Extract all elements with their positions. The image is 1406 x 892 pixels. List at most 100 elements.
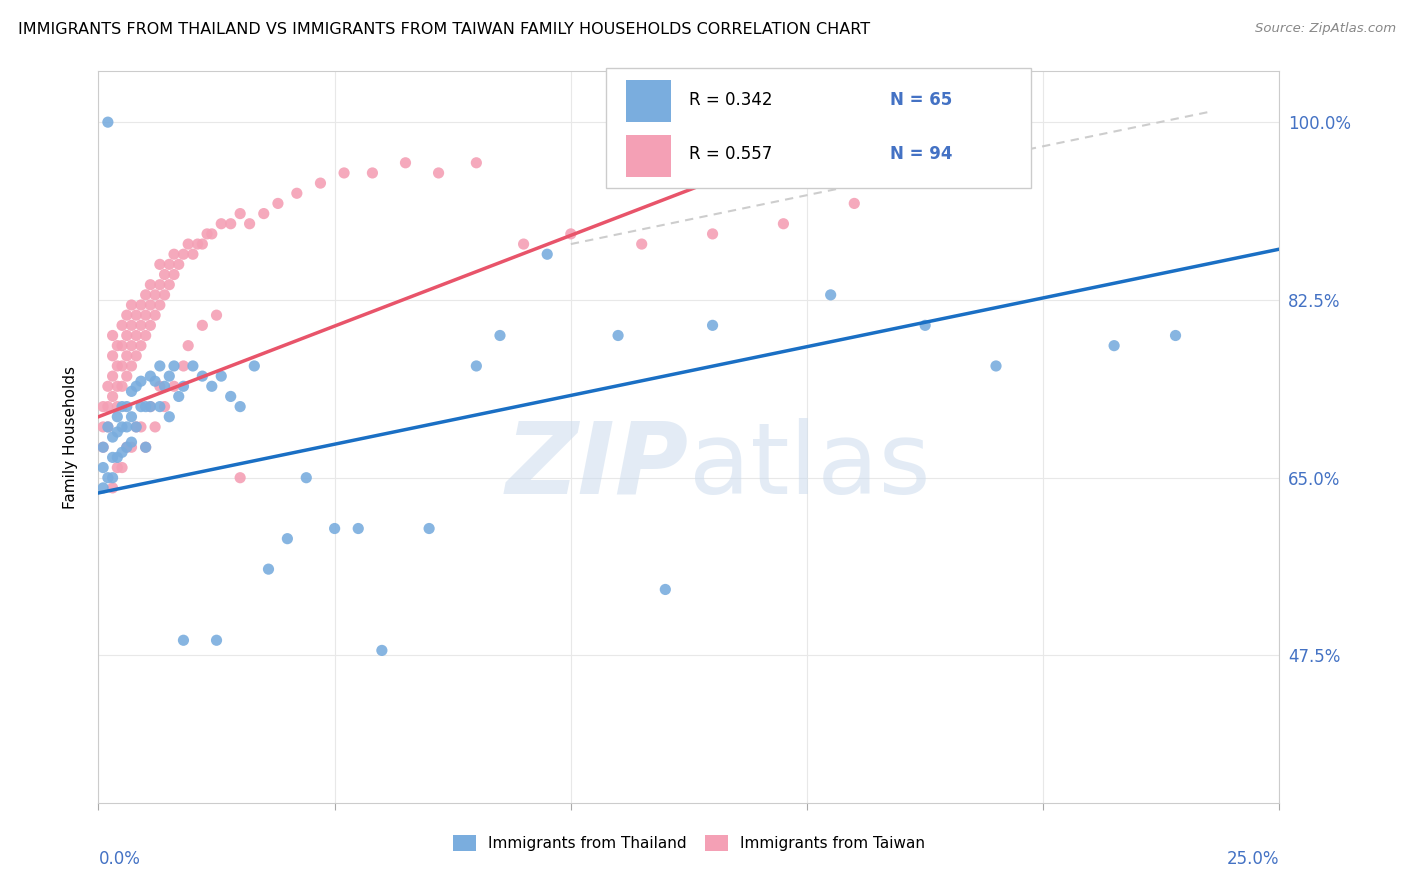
Point	[149, 298, 172, 312]
Point	[172, 379, 194, 393]
Point	[209, 369, 232, 384]
Point	[157, 277, 180, 292]
Point	[702, 318, 724, 333]
Point	[111, 359, 134, 373]
Point	[111, 318, 134, 333]
Point	[1102, 338, 1125, 352]
Point	[143, 308, 166, 322]
Point	[105, 425, 128, 439]
Point	[91, 440, 114, 454]
Point	[129, 298, 152, 312]
Point	[135, 440, 157, 454]
Point	[97, 420, 120, 434]
Point	[135, 288, 157, 302]
Point	[149, 257, 172, 271]
Text: Source: ZipAtlas.com: Source: ZipAtlas.com	[1256, 22, 1396, 36]
Point	[143, 288, 166, 302]
Point	[323, 521, 346, 535]
Point	[177, 237, 200, 252]
Point	[129, 420, 152, 434]
Point	[139, 298, 162, 312]
Point	[121, 440, 143, 454]
Text: 25.0%: 25.0%	[1227, 850, 1279, 868]
Text: R = 0.557: R = 0.557	[689, 145, 772, 163]
Point	[101, 450, 124, 465]
Point	[844, 196, 866, 211]
Text: N = 65: N = 65	[890, 91, 952, 109]
Point	[229, 206, 252, 220]
Point	[91, 460, 114, 475]
Point	[111, 379, 134, 393]
Point	[163, 359, 186, 373]
Point	[135, 440, 157, 454]
Point	[157, 369, 180, 384]
Point	[361, 166, 384, 180]
Point	[143, 374, 166, 388]
Point	[121, 435, 143, 450]
Bar	[626, 79, 671, 122]
Point	[125, 349, 148, 363]
Point	[1164, 328, 1187, 343]
Point	[219, 389, 242, 403]
Point	[111, 400, 134, 414]
Point	[219, 217, 242, 231]
Point	[172, 359, 194, 373]
Point	[153, 379, 176, 393]
Point	[201, 227, 224, 241]
Point	[229, 471, 252, 485]
Point	[149, 400, 172, 414]
Point	[191, 318, 214, 333]
Point	[465, 359, 488, 373]
Point	[91, 420, 114, 434]
Point	[135, 400, 157, 414]
Point	[121, 384, 143, 399]
Point	[121, 409, 143, 424]
Point	[129, 338, 152, 352]
Point	[157, 257, 180, 271]
Point	[239, 217, 262, 231]
FancyBboxPatch shape	[606, 68, 1032, 188]
Point	[129, 400, 152, 414]
Point	[135, 308, 157, 322]
Legend: Immigrants from Thailand, Immigrants from Taiwan: Immigrants from Thailand, Immigrants fro…	[447, 830, 931, 857]
Point	[163, 247, 186, 261]
Point	[139, 369, 162, 384]
Point	[914, 318, 936, 333]
Point	[115, 440, 138, 454]
Point	[163, 268, 186, 282]
Point	[97, 379, 120, 393]
Point	[101, 430, 124, 444]
Point	[111, 460, 134, 475]
Point	[115, 349, 138, 363]
Point	[243, 359, 266, 373]
Point	[115, 328, 138, 343]
Point	[101, 389, 124, 403]
Point	[97, 115, 120, 129]
Point	[121, 318, 143, 333]
Point	[309, 176, 332, 190]
Point	[105, 359, 128, 373]
Point	[101, 349, 124, 363]
Point	[139, 277, 162, 292]
Point	[97, 471, 120, 485]
Point	[820, 288, 842, 302]
Point	[125, 328, 148, 343]
Point	[101, 471, 124, 485]
Point	[149, 379, 172, 393]
Point	[149, 277, 172, 292]
Point	[121, 298, 143, 312]
Text: N = 94: N = 94	[890, 145, 952, 163]
Point	[105, 338, 128, 352]
Point	[139, 318, 162, 333]
Point	[105, 400, 128, 414]
Point	[97, 400, 120, 414]
Point	[115, 400, 138, 414]
Point	[105, 450, 128, 465]
Point	[153, 288, 176, 302]
Point	[772, 217, 794, 231]
Point	[163, 379, 186, 393]
Point	[257, 562, 280, 576]
Point	[191, 237, 214, 252]
Point	[97, 420, 120, 434]
Point	[143, 420, 166, 434]
